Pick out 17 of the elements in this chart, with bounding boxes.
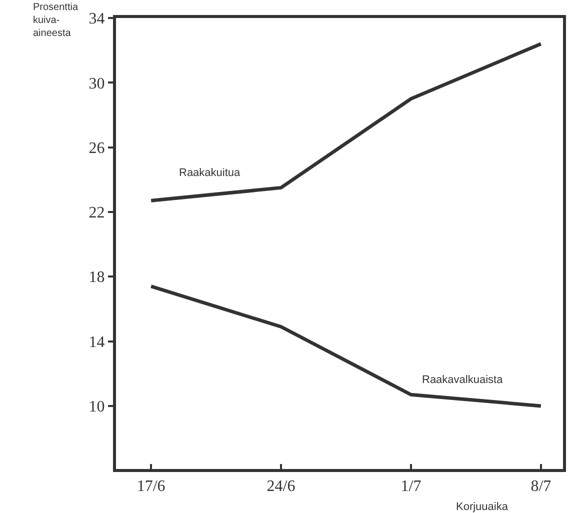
y-tick-label: 34 <box>88 10 105 28</box>
x-tick-label: 24/6 <box>266 478 296 496</box>
x-tick-label: 1/7 <box>400 478 422 496</box>
y-tick-label: 18 <box>88 269 105 286</box>
line-series <box>149 42 543 202</box>
series-label: Raakavalkuaista <box>422 374 504 386</box>
x-tick-label: 8/7 <box>530 478 552 496</box>
x-tick-label: 17/6 <box>136 478 166 496</box>
y-tick-label: 22 <box>88 204 105 222</box>
y-tick-label: 14 <box>88 334 105 351</box>
y-tick-label: 10 <box>88 398 105 416</box>
y-tick-label: 26 <box>88 140 105 157</box>
line-series <box>149 284 543 408</box>
y-tick-label: 30 <box>88 75 105 92</box>
y-axis-title: Prosenttia kuiva-aineesta <box>33 2 78 39</box>
series-label: Raakakuitua <box>179 167 242 179</box>
x-axis-title: Korjuuaika <box>456 501 509 513</box>
